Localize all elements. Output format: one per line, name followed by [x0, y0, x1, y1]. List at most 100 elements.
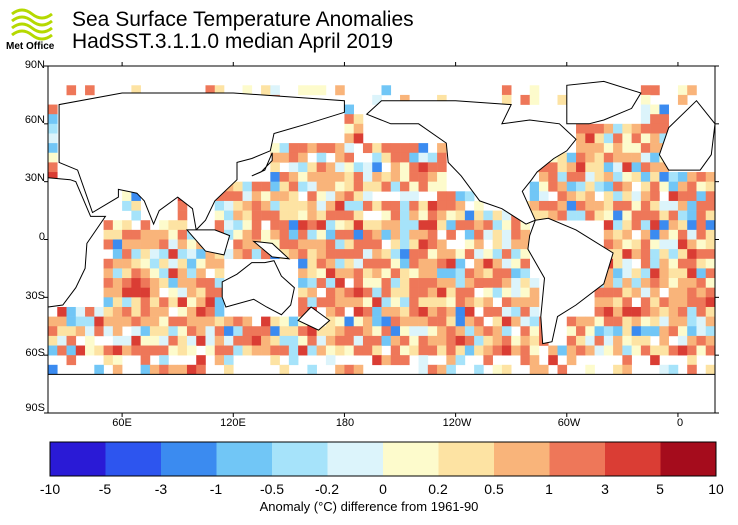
anomaly-cell: [622, 239, 632, 250]
anomaly-cell: [548, 345, 558, 356]
anomaly-cell: [427, 278, 438, 288]
anomaly-cell: [566, 172, 577, 182]
anomaly-cell: [677, 239, 688, 250]
anomaly-cell: [400, 181, 410, 192]
anomaly-cell: [48, 345, 58, 356]
anomaly-cell: [298, 335, 308, 346]
anomaly-cell: [418, 210, 429, 221]
anomaly-cell: [613, 152, 623, 163]
anomaly-cell: [492, 239, 503, 250]
anomaly-cell: [576, 172, 586, 182]
anomaly-cell: [687, 306, 697, 317]
anomaly-cell: [149, 229, 160, 240]
anomaly-cell: [224, 210, 234, 221]
anomaly-cell: [557, 172, 568, 182]
anomaly-cell: [362, 172, 373, 182]
anomaly-cell: [640, 210, 651, 221]
anomaly-cell: [613, 278, 623, 288]
anomaly-cell: [474, 345, 484, 356]
anomaly-cell: [492, 287, 503, 298]
anomaly-cell: [400, 143, 410, 154]
anomaly-cell: [705, 220, 716, 231]
anomaly-cell: [298, 210, 308, 221]
anomaly-cell: [437, 335, 447, 346]
anomaly-cell: [548, 355, 558, 366]
anomaly-cell: [613, 200, 623, 211]
anomaly-cell: [585, 162, 595, 173]
anomaly-cell: [650, 210, 660, 221]
anomaly-cell: [149, 316, 160, 327]
anomaly-cell: [177, 229, 188, 240]
anomaly-cell: [557, 210, 568, 221]
anomaly-cell: [696, 229, 707, 240]
anomaly-cell: [603, 191, 614, 202]
anomaly-cell: [529, 364, 540, 375]
anomaly-cell: [66, 335, 77, 346]
anomaly-cell: [483, 326, 493, 337]
anomaly-cell: [224, 326, 234, 337]
anomaly-cell: [307, 239, 317, 250]
anomaly-cell: [659, 316, 669, 327]
anomaly-cell: [140, 306, 151, 317]
anomaly-cell: [659, 162, 669, 173]
anomaly-cell: [483, 258, 493, 269]
anomaly-cell: [233, 249, 243, 260]
anomaly-cell: [186, 249, 197, 260]
anomaly-cell: [159, 364, 169, 375]
anomaly-cell: [705, 306, 716, 317]
anomaly-cell: [159, 239, 169, 250]
anomaly-cell: [659, 258, 669, 269]
anomaly-cell: [557, 200, 568, 211]
anomaly-cell: [455, 316, 466, 327]
anomaly-cell: [566, 181, 577, 192]
anomaly-cell: [316, 143, 327, 154]
colorbar-tick: -1: [209, 481, 223, 497]
anomaly-cell: [622, 345, 632, 356]
anomaly-cell: [687, 210, 697, 221]
anomaly-cell: [122, 278, 132, 288]
anomaly-cell: [566, 210, 577, 221]
anomaly-cell: [344, 210, 355, 221]
anomaly-cell: [307, 220, 317, 231]
anomaly-cell: [446, 258, 456, 269]
anomaly-cell: [409, 239, 419, 250]
anomaly-cell: [316, 326, 327, 337]
anomaly-cell: [335, 172, 345, 182]
anomaly-cell: [131, 200, 141, 211]
anomaly-cell: [677, 172, 688, 182]
anomaly-cell: [390, 172, 401, 182]
anomaly-cell: [149, 364, 160, 375]
anomaly-cell: [520, 345, 531, 356]
anomaly-cell: [446, 355, 456, 366]
anomaly-cell: [122, 258, 132, 269]
anomaly-cell: [372, 249, 382, 260]
anomaly-cell: [631, 143, 642, 154]
anomaly-cell: [325, 268, 336, 279]
anomaly-cell: [362, 297, 373, 308]
anomaly-cell: [650, 306, 660, 317]
anomaly-cell: [492, 345, 503, 356]
anomaly-cell: [677, 181, 688, 192]
anomaly-cell: [520, 278, 531, 288]
anomaly-cell: [353, 191, 364, 202]
anomaly-cell: [103, 287, 114, 298]
anomaly-cell: [149, 249, 160, 260]
anomaly-cell: [353, 345, 364, 356]
anomaly-cell: [437, 306, 447, 317]
anomaly-cell: [390, 143, 401, 154]
anomaly-cell: [427, 220, 438, 231]
anomaly-cell: [66, 326, 77, 337]
anomaly-cell: [390, 268, 401, 279]
colorbar-tick: 0.5: [484, 481, 504, 497]
anomaly-cell: [511, 316, 521, 327]
anomaly-cell: [372, 316, 382, 327]
anomaly-cell: [631, 316, 642, 327]
anomaly-cell: [409, 191, 419, 202]
anomaly-cell: [186, 306, 197, 317]
anomaly-cell: [131, 326, 141, 337]
anomaly-cell: [437, 297, 447, 308]
anomaly-cell: [177, 249, 188, 260]
anomaly-cell: [353, 133, 364, 144]
anomaly-cell: [261, 181, 271, 192]
anomaly-cell: [307, 200, 317, 211]
